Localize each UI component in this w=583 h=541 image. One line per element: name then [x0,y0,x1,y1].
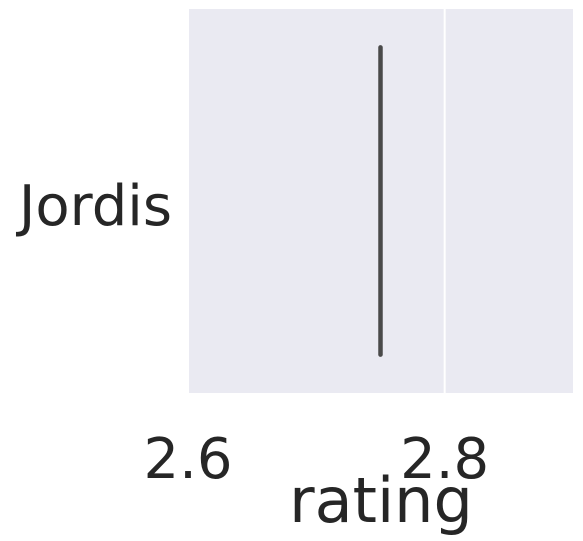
grid-lines [187,9,446,393]
x-axis-ticks: 2.6 2.8 [143,427,489,492]
x-axis-label: rating [289,464,473,537]
category-label-jordis: Jordis [16,174,172,239]
x-tick-label: 2.6 [143,427,232,492]
x-tick-label: 2.8 [400,427,489,492]
